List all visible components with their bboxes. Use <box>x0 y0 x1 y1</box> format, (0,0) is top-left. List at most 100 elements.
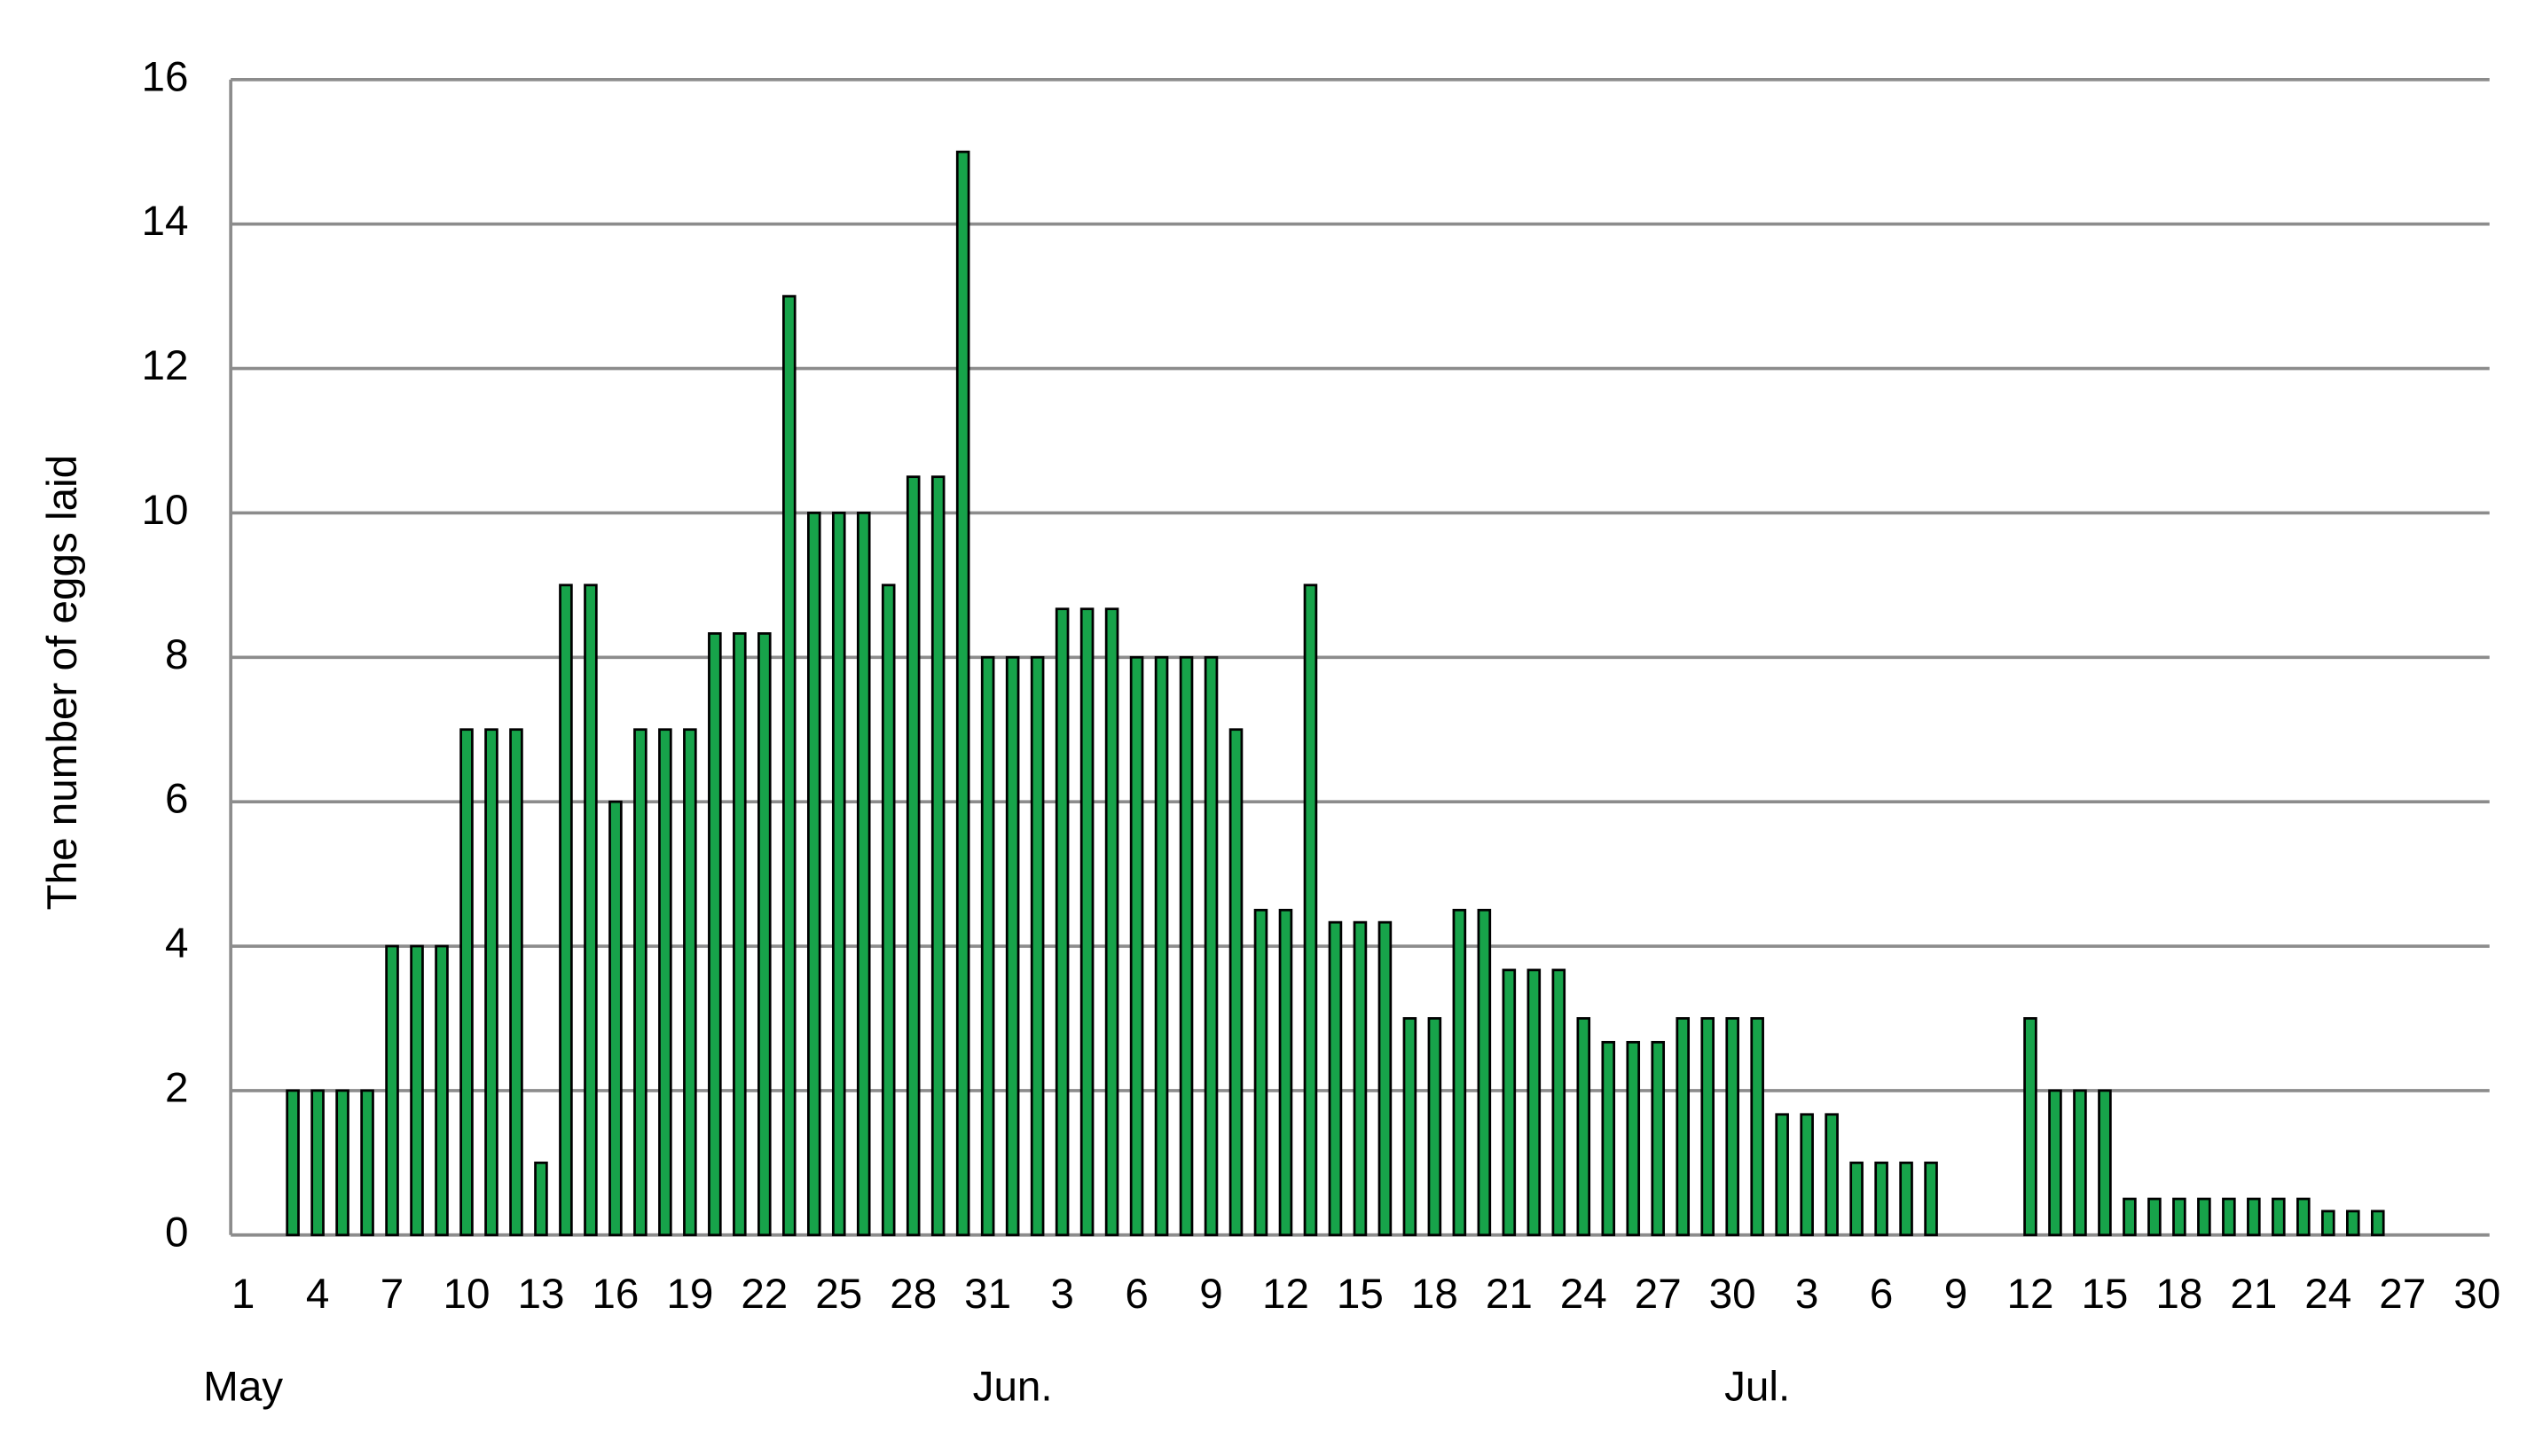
bar <box>633 728 647 1237</box>
y-tick-label: 0 <box>165 1209 188 1256</box>
bar <box>484 728 498 1237</box>
bar <box>360 1089 374 1237</box>
month-label: May <box>203 1363 283 1410</box>
bar <box>831 512 846 1237</box>
bar <box>1899 1161 1913 1237</box>
bar <box>782 294 797 1237</box>
bar <box>286 1089 300 1237</box>
bar <box>1353 920 1368 1237</box>
bar <box>1651 1040 1666 1237</box>
bar <box>435 944 449 1237</box>
bar <box>2073 1089 2087 1237</box>
y-tick-label: 6 <box>165 776 188 823</box>
bar <box>1551 968 1566 1237</box>
bar <box>1204 655 1219 1237</box>
x-tick-label: 25 <box>815 1271 862 1318</box>
bar <box>881 583 896 1237</box>
bar <box>1427 1017 1442 1237</box>
x-tick-label: 15 <box>1337 1271 1384 1318</box>
bar <box>1179 655 1194 1237</box>
bar <box>930 475 946 1237</box>
x-tick-label: 16 <box>592 1271 639 1318</box>
x-tick-label: 7 <box>381 1271 404 1318</box>
x-tick-label: 13 <box>517 1271 564 1318</box>
y-tick-label: 12 <box>142 342 189 389</box>
bar <box>385 944 399 1237</box>
bar <box>2098 1089 2112 1237</box>
x-tick-label: 1 <box>232 1271 255 1318</box>
bar <box>1079 607 1095 1237</box>
bar <box>1402 1017 1417 1237</box>
x-tick-label: 21 <box>1486 1271 1533 1318</box>
x-tick-label: 21 <box>2230 1271 2277 1318</box>
x-tick-label: 9 <box>1199 1271 1222 1318</box>
bar <box>2222 1197 2236 1237</box>
bar <box>1526 968 1542 1237</box>
bar <box>534 1161 548 1237</box>
x-tick-label: 10 <box>443 1271 491 1318</box>
bar <box>1750 1017 1764 1237</box>
x-tick-label: 27 <box>1635 1271 1682 1318</box>
bar <box>1129 655 1144 1237</box>
bar <box>980 655 995 1237</box>
bar <box>1228 728 1244 1237</box>
x-tick-label: 18 <box>2155 1271 2202 1318</box>
bar <box>2346 1209 2360 1237</box>
bar <box>2023 1017 2037 1237</box>
bar <box>1626 1040 1641 1237</box>
bar <box>2272 1197 2286 1237</box>
x-tick-label: 18 <box>1411 1271 1458 1318</box>
bar <box>1874 1161 1888 1237</box>
x-tick-label: 24 <box>2304 1271 2351 1318</box>
y-tick-label: 14 <box>142 198 189 245</box>
bar <box>509 728 523 1237</box>
bar <box>1303 583 1318 1237</box>
bar <box>1055 607 1070 1237</box>
bar <box>1278 908 1293 1237</box>
x-tick-label: 3 <box>1795 1271 1818 1318</box>
y-tick-label: 16 <box>142 53 189 100</box>
bar <box>1676 1017 1691 1237</box>
x-tick-label: 28 <box>890 1271 937 1318</box>
bar <box>806 512 821 1237</box>
bar <box>733 632 747 1237</box>
y-tick-label: 4 <box>165 920 188 967</box>
bar <box>1104 607 1119 1237</box>
x-tick-label: 27 <box>2379 1271 2426 1318</box>
bar <box>1725 1017 1739 1237</box>
bar <box>2370 1209 2385 1237</box>
bar <box>2147 1197 2162 1237</box>
bar <box>1849 1161 1864 1237</box>
x-tick-label: 15 <box>2081 1271 2128 1318</box>
y-axis-title: The number of eggs laid <box>39 455 86 911</box>
bar <box>906 475 921 1237</box>
x-tick-label: 6 <box>1125 1271 1148 1318</box>
x-tick-label: 12 <box>1262 1271 1309 1318</box>
x-tick-label: 3 <box>1050 1271 1073 1318</box>
bar <box>1253 908 1268 1237</box>
bar <box>683 728 697 1237</box>
month-label: Jun. <box>973 1363 1053 1410</box>
bar <box>1601 1040 1616 1237</box>
bar <box>658 728 672 1237</box>
bar <box>2296 1197 2311 1237</box>
x-tick-label: 9 <box>1944 1271 1967 1318</box>
bar <box>955 150 970 1237</box>
x-tick-label: 31 <box>964 1271 1011 1318</box>
bar <box>1800 1113 1814 1237</box>
bar <box>1825 1113 1839 1237</box>
x-tick-label: 22 <box>741 1271 788 1318</box>
bar <box>608 800 623 1237</box>
y-tick-label: 2 <box>165 1064 188 1111</box>
bar <box>1452 908 1467 1237</box>
bar <box>410 944 424 1237</box>
bar <box>335 1089 349 1237</box>
bar <box>2048 1089 2062 1237</box>
bar <box>1005 655 1020 1237</box>
bar <box>2321 1209 2335 1237</box>
x-tick-label: 30 <box>2453 1271 2500 1318</box>
bar <box>2172 1197 2186 1237</box>
x-tick-label: 24 <box>1560 1271 1607 1318</box>
